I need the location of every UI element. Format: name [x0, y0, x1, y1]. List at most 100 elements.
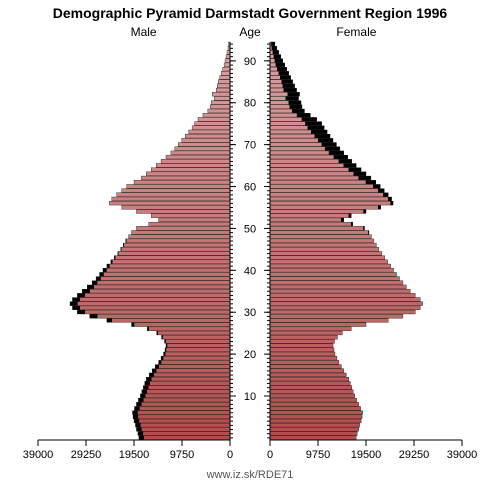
female-bar [270, 369, 344, 373]
male-bar [77, 302, 230, 306]
male-surplus [157, 331, 158, 335]
male-bar [161, 360, 230, 364]
female-bar [270, 231, 368, 235]
male-bar [94, 285, 230, 289]
male-surplus [142, 390, 147, 394]
female-surplus [354, 172, 366, 176]
female-bar [270, 323, 366, 327]
female-bar [270, 218, 341, 222]
male-bar [117, 193, 230, 197]
female-bar [270, 360, 339, 364]
pyramid-svg: Demographic Pyramid Darmstadt Government… [0, 0, 500, 500]
female-bar [270, 88, 284, 92]
male-bar [163, 356, 230, 360]
male-bar [175, 147, 230, 151]
male-bar [154, 373, 230, 377]
male-bar [156, 163, 230, 167]
male-bar [221, 71, 230, 75]
male-surplus [92, 281, 97, 285]
female-surplus [378, 205, 380, 209]
female-surplus [373, 184, 380, 188]
female-bar [270, 96, 286, 100]
female-bar [270, 205, 378, 209]
female-bar [270, 251, 382, 255]
male-surplus [77, 293, 84, 297]
female-surplus [275, 59, 283, 63]
female-surplus [391, 201, 393, 205]
male-surplus [77, 310, 84, 314]
male-surplus [133, 411, 138, 415]
male-bar [220, 76, 230, 80]
female-bar [270, 268, 394, 272]
female-surplus [329, 151, 344, 155]
male-bar [97, 281, 230, 285]
male-surplus [100, 272, 104, 276]
male-bar [115, 256, 230, 260]
male-bar [198, 117, 230, 121]
female-surplus [290, 105, 302, 109]
female-bar [270, 222, 351, 226]
female-bar [270, 264, 391, 268]
female-bar [270, 101, 289, 105]
footer-text: www.iz.sk/RDE71 [206, 469, 294, 481]
female-surplus [349, 168, 361, 172]
female-bar [270, 331, 342, 335]
male-surplus [165, 348, 166, 352]
female-bar [270, 281, 403, 285]
x-tick-label-left: 9750 [170, 449, 194, 461]
male-surplus [165, 339, 166, 343]
y-tick-label: 40 [244, 265, 256, 277]
male-bar [101, 277, 230, 281]
male-bar [151, 168, 230, 172]
male-bar [103, 272, 230, 276]
female-bar [270, 436, 356, 440]
male-bar [109, 201, 230, 205]
female-bar [270, 117, 302, 121]
male-bar [195, 122, 230, 126]
female-surplus [364, 210, 366, 214]
female-bar [270, 314, 403, 318]
female-surplus [280, 76, 290, 80]
female-bar [270, 210, 364, 214]
male-bar [139, 406, 230, 410]
male-bar [159, 218, 230, 222]
female-surplus [279, 71, 289, 75]
female-surplus [277, 67, 286, 71]
female-bar [270, 432, 357, 436]
x-tick-label-right: 0 [267, 449, 273, 461]
male-bar [226, 55, 230, 59]
female-bar [270, 247, 379, 251]
x-tick-label-right: 19500 [351, 449, 382, 461]
male-surplus [107, 264, 109, 268]
male-surplus [139, 436, 144, 440]
female-bar [270, 302, 423, 306]
male-surplus [146, 377, 151, 381]
male-surplus [145, 381, 150, 385]
male-bar [217, 84, 230, 88]
male-bar [136, 226, 230, 230]
male-bar [166, 155, 230, 159]
female-bar [270, 310, 415, 314]
female-surplus [305, 122, 321, 126]
female-bar [270, 176, 359, 180]
male-surplus [134, 419, 139, 423]
male-surplus [143, 386, 148, 390]
female-surplus [322, 143, 337, 147]
y-tick-label: 20 [244, 349, 256, 361]
female-surplus [366, 180, 376, 184]
male-surplus [90, 314, 97, 318]
male-bar [80, 298, 230, 302]
female-bar [270, 55, 274, 59]
male-bar [167, 344, 230, 348]
male-bar [136, 210, 230, 214]
male-bar [163, 335, 230, 339]
female-surplus [311, 130, 327, 134]
male-bar [122, 189, 230, 193]
male-surplus [72, 306, 79, 310]
female-bar [270, 339, 334, 343]
male-surplus [166, 344, 167, 348]
male-bar [208, 109, 230, 113]
female-bar [270, 298, 420, 302]
male-bar [158, 331, 230, 335]
y-tick-label: 10 [244, 391, 256, 403]
